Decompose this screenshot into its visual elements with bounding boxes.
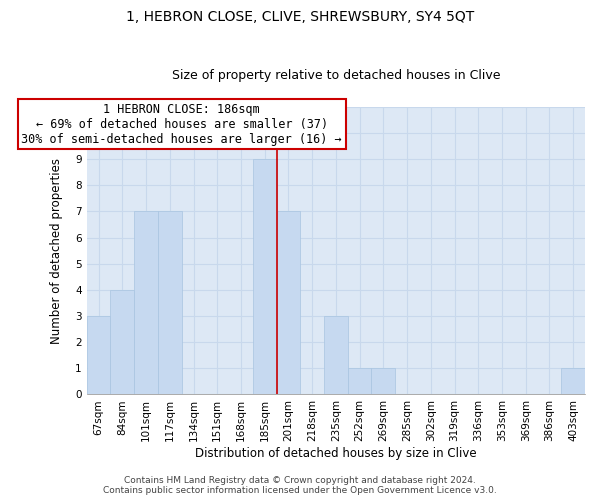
Bar — [277, 212, 300, 394]
Bar — [110, 290, 134, 395]
Bar — [134, 212, 158, 394]
X-axis label: Distribution of detached houses by size in Clive: Distribution of detached houses by size … — [195, 447, 476, 460]
Bar — [324, 316, 348, 394]
Text: Contains HM Land Registry data © Crown copyright and database right 2024.
Contai: Contains HM Land Registry data © Crown c… — [103, 476, 497, 495]
Text: 1 HEBRON CLOSE: 186sqm
← 69% of detached houses are smaller (37)
30% of semi-det: 1 HEBRON CLOSE: 186sqm ← 69% of detached… — [22, 103, 342, 146]
Text: 1, HEBRON CLOSE, CLIVE, SHREWSBURY, SY4 5QT: 1, HEBRON CLOSE, CLIVE, SHREWSBURY, SY4 … — [126, 10, 474, 24]
Bar — [348, 368, 371, 394]
Y-axis label: Number of detached properties: Number of detached properties — [50, 158, 63, 344]
Bar — [87, 316, 110, 394]
Bar — [158, 212, 182, 394]
Title: Size of property relative to detached houses in Clive: Size of property relative to detached ho… — [172, 69, 500, 82]
Bar — [371, 368, 395, 394]
Bar — [561, 368, 585, 394]
Bar — [253, 159, 277, 394]
